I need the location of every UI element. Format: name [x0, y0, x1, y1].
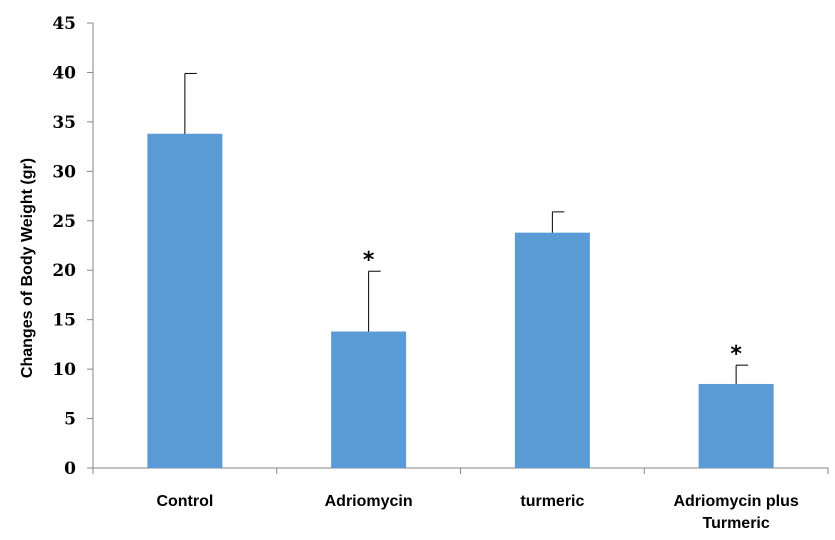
y-tick-label: 0: [64, 459, 76, 479]
x-category-label: Turmeric: [702, 515, 769, 532]
x-axis-labels: Control Adriomycin turmeric Adriomycin plus…: [156, 493, 798, 532]
bar: [514, 232, 590, 468]
bars: [147, 133, 774, 468]
error-bars: [184, 72, 749, 384]
x-category-label: Adriomycin plus: [673, 493, 798, 510]
y-tick-label: 45: [52, 14, 76, 34]
significance-markers: **: [363, 248, 743, 367]
y-tick-label: 5: [64, 410, 76, 430]
y-tick-label: 25: [52, 212, 76, 232]
bar: [331, 331, 407, 468]
significance-marker: *: [363, 248, 375, 273]
y-tick-label: 10: [52, 360, 76, 380]
y-axis-ticks: 0 5 10 15 20 25 30 35 40 45: [52, 14, 93, 479]
y-tick-label: 20: [52, 261, 76, 281]
bar: [147, 133, 223, 468]
y-tick-label: 35: [52, 113, 76, 133]
x-category-label: Adriomycin: [325, 493, 413, 510]
significance-marker: *: [730, 342, 742, 367]
y-tick-label: 15: [52, 311, 76, 331]
bar: [698, 383, 774, 468]
x-category-label: turmeric: [520, 493, 584, 510]
y-axis-label: Changes of Body Weight (gr): [19, 158, 36, 378]
x-category-label: Control: [156, 493, 213, 510]
y-tick-label: 30: [52, 162, 76, 182]
y-tick-label: 40: [52, 63, 76, 83]
